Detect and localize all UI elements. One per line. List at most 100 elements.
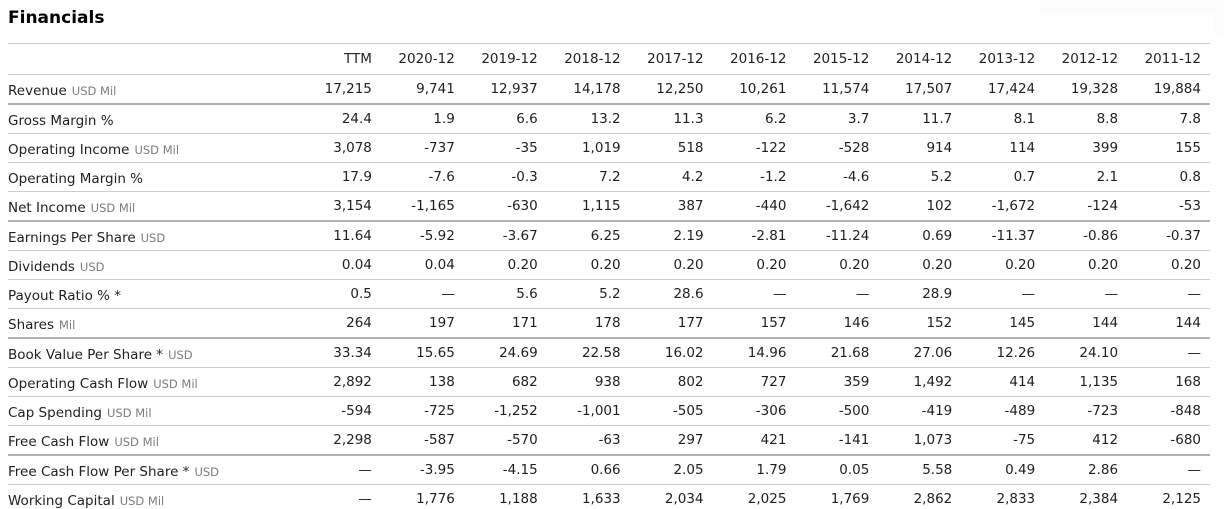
row-unit: USD Mil [119,493,165,508]
cell-free-cash-flow-2015-12: -141 [838,432,870,448]
row-unit: USD [194,464,220,479]
cell-revenue-ttm: 17,215 [324,81,372,97]
cell-dividends-2014-12: 0.20 [922,257,953,273]
cell-net-income-2012-12: -124 [1087,198,1119,214]
cell-earnings-per-share-2020-12: -5.92 [419,228,455,244]
cell-operating-income-2017-12: 518 [677,140,704,156]
cell-shares-2016-12: 157 [760,315,787,331]
table-header: TTM 2020-12 2019-12 2018-12 2017-12 2016-12 20… [8,43,1210,75]
cell-shares-2013-12: 145 [1009,315,1036,331]
row-unit: USD [79,259,105,274]
row-label: Free Cash Flow [8,433,110,450]
cell-revenue-2015-12: 11,574 [822,81,870,97]
cell-gross-margin-2017-12: 11.3 [673,111,704,127]
cell-earnings-per-share-2016-12: -2.81 [751,228,787,244]
cell-working-capital-2015-12: 1,769 [830,491,870,507]
cell-working-capital-2017-12: 2,034 [664,491,704,507]
row-label: Cap Spending [8,404,103,421]
cell-earnings-per-share-ttm: 11.64 [333,228,372,244]
column-header-2018-12: 2018-12 [564,51,621,67]
cell-free-cash-flow-2013-12: -75 [1013,432,1036,448]
column-header-2020-12: 2020-12 [398,51,455,67]
row-label-cell: Net Income USD Mil [8,192,298,222]
cell-free-cash-flow-2017-12: 297 [677,432,704,448]
cell-shares-2017-12: 177 [677,315,704,331]
cell-cap-spending-2018-12: -1,001 [577,403,621,419]
row-label-cell: Free Cash Flow USD Mil [8,426,298,456]
cell-revenue-2020-12: 9,741 [416,81,455,97]
cell-payout-ratio-2011-12: — [1187,286,1202,302]
column-header-2015-12: 2015-12 [812,51,870,67]
cell-operating-income-2012-12: 399 [1092,140,1119,156]
cell-payout-ratio-2015-12: — [855,286,870,302]
cell-working-capital-2011-12: 2,125 [1162,491,1201,507]
cell-operating-cash-flow-2016-12: 727 [760,374,787,390]
cell-operating-income-2011-12: 155 [1175,140,1201,156]
cell-gross-margin-ttm: 24.4 [341,111,372,127]
row-label: Operating Income [8,141,130,158]
cell-dividends-2020-12: 0.04 [424,257,455,273]
cell-net-income-2011-12: -53 [1178,198,1201,214]
cell-free-cash-flow-per-share-2018-12: 0.66 [590,462,621,478]
cell-operating-income-ttm: 3,078 [333,140,372,156]
cell-revenue-2018-12: 14,178 [573,81,621,97]
column-header-2012-12: 2012-12 [1061,51,1119,67]
cell-dividends-2015-12: 0.20 [839,257,870,273]
row-label-cell: Working Capital USD Mil [8,485,298,509]
cell-dividends-2011-12: 0.20 [1170,257,1201,273]
cell-operating-margin-2017-12: 4.2 [682,169,704,185]
cell-operating-cash-flow-2013-12: 414 [1009,374,1036,390]
row-unit: USD Mil [107,405,152,420]
cell-revenue-2011-12: 19,884 [1153,81,1201,97]
cell-earnings-per-share-2012-12: -0.86 [1083,228,1119,244]
financials-table: TTM 2020-12 2019-12 2018-12 2017-12 2016-12 20… [8,43,1210,509]
cell-shares-2020-12: 197 [429,315,455,331]
cell-operating-margin-2014-12: 5.2 [930,169,953,185]
cell-cap-spending-2016-12: -306 [755,403,787,419]
cell-net-income-2020-12: -1,165 [411,198,455,214]
cell-payout-ratio-2016-12: — [772,286,787,302]
cell-cap-spending-2013-12: -489 [1004,403,1036,419]
cell-earnings-per-share-2018-12: 6.25 [590,228,621,244]
cell-working-capital-2014-12: 2,862 [913,491,953,507]
table-row-dividends: Dividends USD 0.04 0.04 0.20 0.20 0.20 0.20 0.20… [8,251,1210,280]
cell-dividends-2019-12: 0.20 [507,257,538,273]
row-label-cell: Free Cash Flow Per Share * USD [8,455,298,485]
column-header-2016-12: 2016-12 [730,51,787,67]
cell-revenue-2019-12: 12,937 [490,81,538,97]
cell-net-income-2013-12: -1,672 [991,198,1036,214]
row-label: Operating Margin % [8,170,144,187]
cell-shares-ttm: 264 [346,315,372,331]
cell-free-cash-flow-2019-12: -570 [507,432,538,448]
cell-free-cash-flow-2012-12: 412 [1092,432,1119,448]
cell-book-value-per-share-2015-12: 21.68 [830,345,870,361]
table-row-cap-spending: Cap Spending USD Mil -594 -725 -1,252 -1,001 -… [8,397,1210,426]
cell-earnings-per-share-2019-12: -3.67 [502,228,538,244]
cell-working-capital-2016-12: 2,025 [747,491,787,507]
cell-gross-margin-2012-12: 8.8 [1096,111,1119,127]
cell-free-cash-flow-2011-12: -680 [1170,432,1201,448]
cell-earnings-per-share-2014-12: 0.69 [922,228,953,244]
cell-revenue-2016-12: 10,261 [739,81,787,97]
cell-gross-margin-2011-12: 7.8 [1179,111,1201,127]
row-label: Dividends [8,258,75,275]
table-row-net-income: Net Income USD Mil 3,154 -1,165 -630 1,115 387… [8,192,1210,222]
column-header-2019-12: 2019-12 [481,51,538,67]
cell-operating-income-2015-12: -528 [838,140,870,156]
cell-free-cash-flow-per-share-2011-12: — [1187,462,1202,478]
cell-free-cash-flow-ttm: 2,298 [333,432,372,448]
table-row-book-value-per-share: Book Value Per Share * USD 33.34 15.65 24.69… [8,338,1210,368]
cell-book-value-per-share-ttm: 33.34 [333,345,372,361]
cell-payout-ratio-2017-12: 28.6 [673,286,704,302]
cell-free-cash-flow-per-share-2012-12: 2.86 [1088,462,1119,478]
cell-free-cash-flow-2018-12: -63 [598,432,621,448]
cell-revenue-2012-12: 19,328 [1070,81,1119,97]
cell-book-value-per-share-2019-12: 24.69 [499,345,538,361]
table-row-earnings-per-share: Earnings Per Share USD 11.64 -5.92 -3.67 6.25… [8,221,1210,251]
cell-gross-margin-2019-12: 6.6 [516,111,538,127]
row-label: Earnings Per Share [8,229,136,246]
cell-operating-margin-2020-12: -7.6 [428,169,455,185]
row-unit: USD Mil [134,142,180,157]
cell-gross-margin-2016-12: 6.2 [764,111,787,127]
